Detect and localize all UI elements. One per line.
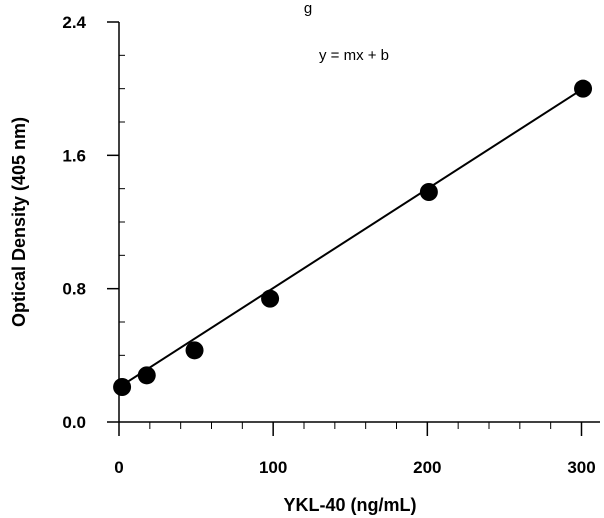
equation-annotation: y = mx + b [319,47,389,64]
y-tick-label: 0.0 [62,413,86,432]
y-tick-label: 1.6 [62,146,86,165]
fit-line [121,87,584,387]
data-point [574,79,593,98]
y-tick-label: 2.4 [62,13,86,32]
x-axis-title: YKL-40 (ng/mL) [284,495,417,515]
x-tick-label: 0 [114,458,123,477]
x-tick-label: 100 [259,458,287,477]
chart-title-fragment: g [304,0,312,17]
data-point [137,366,156,385]
y-axis-title: Optical Density (405 nm) [9,117,29,327]
x-tick-label: 200 [413,458,441,477]
data-point [113,378,132,396]
x-tick-label: 300 [567,458,595,477]
data-point [185,341,204,360]
data-point [419,183,438,201]
data-point [261,289,280,308]
y-tick-label: 0.8 [62,280,86,299]
